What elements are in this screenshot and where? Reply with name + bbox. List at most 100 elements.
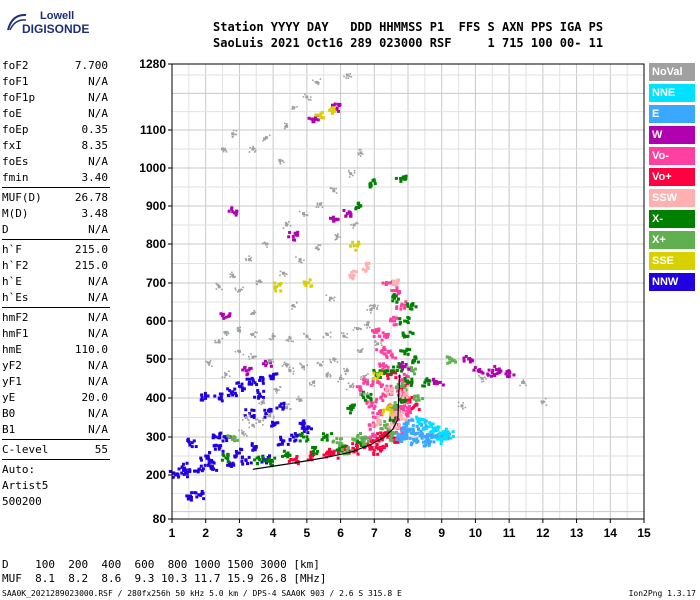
echo-point xyxy=(358,351,361,354)
echo-point xyxy=(280,454,284,458)
echo-point xyxy=(410,380,414,384)
echo-point xyxy=(400,378,404,382)
echo-point xyxy=(270,459,274,463)
echo-point xyxy=(213,394,217,398)
echo-point xyxy=(305,95,309,99)
param-name: B1 xyxy=(2,423,16,436)
echo-point xyxy=(332,357,336,361)
echo-point xyxy=(279,281,283,285)
echo-point xyxy=(406,414,410,418)
echo-point xyxy=(376,416,380,420)
echo-point xyxy=(189,498,193,502)
echo-point xyxy=(321,360,324,363)
echo-point xyxy=(342,332,345,334)
echo-point xyxy=(343,444,347,448)
echo-point xyxy=(375,423,379,427)
echo-point xyxy=(172,471,176,475)
echo-point xyxy=(441,433,445,437)
echo-point xyxy=(340,449,344,453)
echo-point xyxy=(278,442,282,446)
echo-point xyxy=(389,388,393,392)
echo-point xyxy=(184,468,188,472)
echo-point xyxy=(431,378,435,382)
echo-point xyxy=(237,290,239,293)
echo-point xyxy=(496,371,500,375)
echo-point xyxy=(398,365,402,369)
echo-point xyxy=(252,415,256,419)
echo-point xyxy=(389,281,393,285)
echo-point xyxy=(228,375,231,378)
echo-point xyxy=(232,129,235,132)
echo-point xyxy=(388,418,392,422)
echo-point xyxy=(359,442,363,446)
echo-point xyxy=(222,316,226,320)
echo-point xyxy=(253,309,256,312)
echo-point xyxy=(400,417,404,421)
echo-point xyxy=(389,317,393,321)
echo-point xyxy=(301,365,305,369)
echo-point xyxy=(310,384,313,386)
echo-point xyxy=(354,206,358,210)
echo-point xyxy=(389,369,393,373)
echo-point xyxy=(350,448,354,452)
echo-point xyxy=(416,431,420,435)
echo-point xyxy=(360,376,363,378)
echo-point xyxy=(397,289,401,293)
echo-point xyxy=(248,151,251,153)
param-value: N/A xyxy=(88,291,108,304)
echo-point xyxy=(545,404,548,406)
echo-point xyxy=(208,459,212,463)
echo-point xyxy=(366,327,369,329)
y-tick-label: 500 xyxy=(146,352,166,366)
echo-point xyxy=(417,408,421,412)
echo-point xyxy=(249,461,253,465)
echo-point xyxy=(464,406,467,409)
echo-point xyxy=(412,429,416,433)
echo-point xyxy=(322,453,326,457)
echo-point xyxy=(444,427,448,431)
echo-point xyxy=(423,421,427,425)
echo-point xyxy=(248,255,250,257)
echo-point xyxy=(316,362,319,365)
echo-point xyxy=(401,361,405,365)
echo-point xyxy=(295,256,297,258)
x-tick-label: 14 xyxy=(604,526,618,540)
echo-point xyxy=(378,364,382,368)
echo-point xyxy=(244,433,247,435)
echo-point xyxy=(380,342,382,345)
echo-point xyxy=(285,222,288,224)
echo-point xyxy=(268,454,272,458)
param-name: fxI xyxy=(2,139,22,152)
echo-point xyxy=(399,432,403,436)
echo-point xyxy=(254,311,257,314)
echo-point xyxy=(273,422,277,426)
echo-point xyxy=(290,433,294,437)
echo-point xyxy=(414,399,418,403)
echo-point xyxy=(248,426,251,429)
echo-point xyxy=(278,389,280,391)
echo-point xyxy=(382,431,386,435)
echo-point xyxy=(278,158,282,162)
echo-point xyxy=(338,437,342,441)
echo-point xyxy=(424,426,428,430)
echo-point xyxy=(312,79,314,82)
echo-point xyxy=(214,339,216,342)
param-name: B0 xyxy=(2,407,16,420)
echo-point xyxy=(356,222,359,225)
echo-point xyxy=(481,371,485,375)
param-row: h`F2 215.0 xyxy=(2,258,110,274)
echo-point xyxy=(187,494,191,498)
echo-point xyxy=(374,340,377,342)
echo-point xyxy=(438,380,442,384)
echo-point xyxy=(349,407,353,411)
echo-point xyxy=(328,216,332,220)
echo-point xyxy=(372,178,376,182)
echo-point xyxy=(333,360,336,362)
echo-point xyxy=(256,388,260,392)
echo-point xyxy=(186,439,190,443)
echo-point xyxy=(316,118,320,122)
echo-point xyxy=(406,316,410,320)
param-name: h`Es xyxy=(2,291,29,304)
echo-point xyxy=(395,300,399,304)
echo-point xyxy=(482,380,485,383)
